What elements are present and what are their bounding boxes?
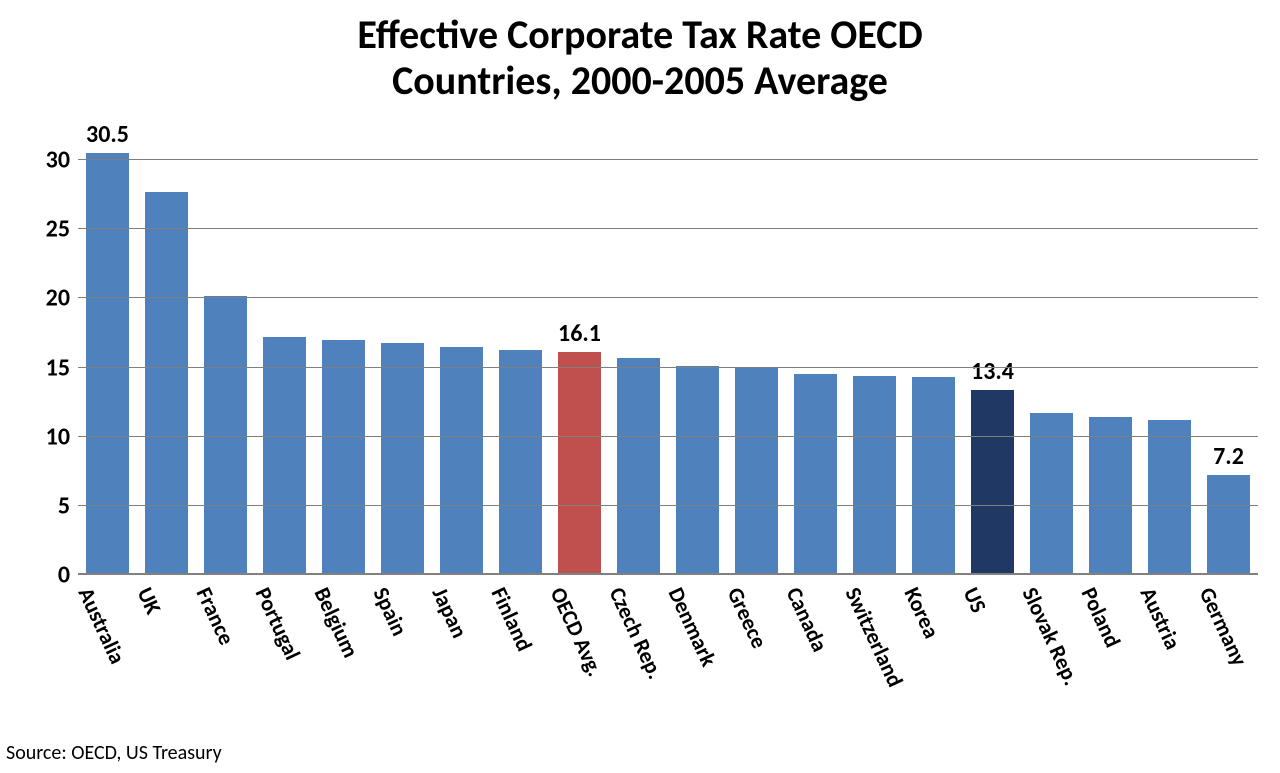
bar bbox=[1207, 475, 1249, 575]
y-tick-label: 20 bbox=[10, 284, 70, 313]
y-tick-label: 15 bbox=[10, 353, 70, 382]
y-tick-label: 10 bbox=[10, 422, 70, 451]
bar bbox=[853, 376, 895, 575]
bar-slot bbox=[1081, 160, 1140, 575]
y-tick-label: 5 bbox=[10, 491, 70, 520]
bar-value-label: 16.1 bbox=[558, 319, 601, 348]
x-tick-label: US bbox=[957, 583, 992, 617]
bar-slot bbox=[491, 160, 550, 575]
chart-title: Effective Corporate Tax Rate OECD Countr… bbox=[0, 12, 1280, 104]
bar-slot bbox=[609, 160, 668, 575]
x-tick-label: France bbox=[190, 583, 240, 649]
bar-slot bbox=[786, 160, 845, 575]
x-tick-label: Belgium bbox=[308, 583, 364, 662]
bar bbox=[1030, 413, 1072, 575]
x-tick-label: Switzerland bbox=[839, 583, 909, 691]
bar-slot bbox=[1140, 160, 1199, 575]
bar-slot bbox=[727, 160, 786, 575]
x-tick-label: Spain bbox=[367, 583, 413, 640]
bar-slot bbox=[904, 160, 963, 575]
bar bbox=[617, 358, 659, 575]
bar bbox=[86, 153, 128, 575]
bar-value-label: 13.4 bbox=[971, 357, 1014, 386]
bar bbox=[1148, 420, 1190, 575]
gridline bbox=[78, 367, 1258, 368]
chart-container: Effective Corporate Tax Rate OECD Countr… bbox=[0, 0, 1280, 773]
plot-area: 30.5 16.1 13.4 7.2 bbox=[78, 160, 1258, 575]
x-tick-label: Denmark bbox=[662, 583, 722, 670]
bar-value-label: 7.2 bbox=[1213, 442, 1244, 471]
bar-slot: 30.5 bbox=[78, 160, 137, 575]
x-tick-label: Czech Rep. bbox=[603, 583, 669, 683]
bar-slot: 16.1 bbox=[550, 160, 609, 575]
y-tick-label: 0 bbox=[10, 561, 70, 590]
bar-value-label: 30.5 bbox=[86, 120, 129, 149]
source-text: Source: OECD, US Treasury bbox=[6, 741, 222, 765]
y-tick-label: 25 bbox=[10, 215, 70, 244]
bar bbox=[499, 350, 541, 575]
bar-slot bbox=[668, 160, 727, 575]
bar bbox=[145, 192, 187, 575]
gridline bbox=[78, 228, 1258, 229]
x-tick-label: Germany bbox=[1193, 583, 1253, 670]
x-tick-label: OECD Avg. bbox=[544, 583, 609, 681]
x-tick-label: Canada bbox=[780, 583, 833, 656]
y-tick-label: 30 bbox=[10, 146, 70, 175]
bar bbox=[794, 374, 836, 575]
bar-slot bbox=[373, 160, 432, 575]
x-tick-label: Poland bbox=[1075, 583, 1126, 652]
bars-group: 30.5 16.1 13.4 7.2 bbox=[78, 160, 1258, 575]
x-tick-label: Korea bbox=[898, 583, 945, 642]
bar-slot: 13.4 bbox=[963, 160, 1022, 575]
chart-title-line1: Effective Corporate Tax Rate OECD bbox=[0, 12, 1280, 58]
gridline bbox=[78, 505, 1258, 506]
bar bbox=[322, 340, 364, 575]
bar bbox=[912, 377, 954, 575]
bar bbox=[440, 347, 482, 575]
bar-slot bbox=[137, 160, 196, 575]
bar bbox=[676, 366, 718, 575]
x-tick-label: Greece bbox=[721, 583, 773, 652]
x-tick-label: Japan bbox=[426, 583, 473, 642]
x-tick-label: Slovak Rep. bbox=[1016, 583, 1085, 689]
bar-slot: 7.2 bbox=[1199, 160, 1258, 575]
bar bbox=[971, 390, 1013, 575]
bar bbox=[558, 352, 600, 575]
x-tick-label: UK bbox=[131, 583, 167, 618]
gridline bbox=[78, 159, 1258, 160]
x-tick-label: Austria bbox=[1134, 583, 1186, 654]
bar-slot bbox=[432, 160, 491, 575]
x-axis-labels: AustraliaUKFrancePortugalBelgiumSpainJap… bbox=[78, 575, 1258, 745]
bar bbox=[735, 368, 777, 576]
bar-slot bbox=[255, 160, 314, 575]
bar bbox=[263, 337, 305, 575]
bar-slot bbox=[1022, 160, 1081, 575]
gridline bbox=[78, 297, 1258, 298]
bar-slot bbox=[196, 160, 255, 575]
bar-slot bbox=[845, 160, 904, 575]
x-tick-label: Portugal bbox=[249, 583, 306, 664]
bar bbox=[1089, 417, 1131, 575]
chart-title-line2: Countries, 2000-2005 Average bbox=[0, 58, 1280, 104]
x-tick-label: Australia bbox=[72, 583, 131, 668]
bar-slot bbox=[314, 160, 373, 575]
x-tick-label: Finland bbox=[485, 583, 538, 655]
gridline bbox=[78, 436, 1258, 437]
bar bbox=[381, 343, 423, 575]
